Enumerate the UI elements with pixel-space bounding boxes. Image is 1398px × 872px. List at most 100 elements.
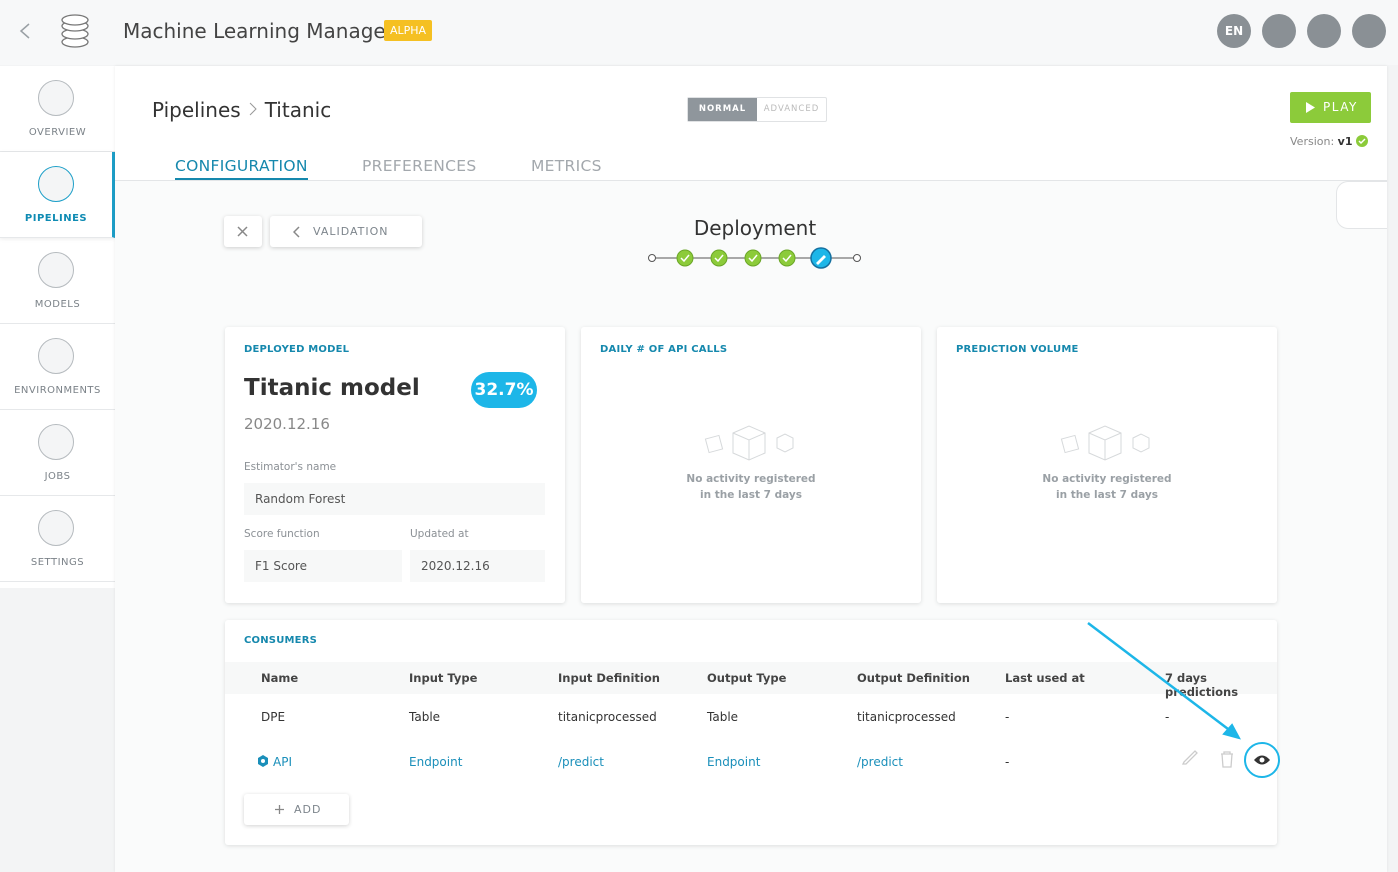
sidebar-icon: [38, 424, 74, 460]
alpha-badge: ALPHA: [384, 20, 433, 41]
power-button[interactable]: [1352, 14, 1386, 48]
step-title: Deployment: [693, 216, 817, 240]
play-button[interactable]: PLAY: [1290, 92, 1371, 123]
table-cell: titanicprocessed: [558, 710, 657, 724]
field-label: Updated at: [410, 528, 469, 540]
field-value: F1 Score: [244, 550, 402, 582]
tab[interactable]: PREFERENCES: [362, 157, 477, 175]
tools-button[interactable]: [1262, 14, 1296, 48]
card-heading: PREDICTION VOLUME: [956, 344, 1079, 355]
sidebar-item[interactable]: JOBS: [0, 410, 115, 496]
sidebar-icon: [38, 80, 74, 116]
app-icon: [61, 14, 89, 48]
page-header: Pipelines Titanic NORMAL ADVANCED PLAY Ve…: [115, 66, 1387, 181]
table-cell: -: [1005, 755, 1010, 769]
empty-line: No activity registered: [1042, 473, 1172, 485]
add-button[interactable]: ADD: [244, 794, 349, 825]
sidebar-item[interactable]: SETTINGS: [0, 496, 115, 582]
layers-button[interactable]: [1336, 181, 1387, 229]
empty-line: No activity registered: [686, 473, 816, 485]
empty-icon: [704, 425, 794, 461]
sidebar-label: OVERVIEW: [28, 127, 87, 138]
sidebar-icon: [38, 510, 74, 546]
version-value: v1: [1337, 135, 1353, 148]
table-cell: -: [1165, 710, 1170, 724]
field-value: 2020.12.16: [410, 550, 545, 582]
table-cell: API: [253, 755, 292, 769]
table-cell: Table: [707, 710, 739, 724]
tab[interactable]: METRICS: [531, 157, 602, 175]
stepper: [648, 247, 861, 269]
sidebar-item[interactable]: ENVIRONMENTS: [0, 324, 115, 410]
field-label: Score function: [244, 528, 320, 540]
edit-icon[interactable]: [1180, 746, 1200, 766]
column-header: Name: [261, 671, 299, 685]
sidebar-label: JOBS: [44, 471, 71, 482]
close-button[interactable]: [224, 216, 262, 247]
sidebar-label: ENVIRONMENTS: [14, 385, 101, 396]
empty-line: in the last 7 days: [700, 489, 802, 501]
column-header: 7 days predictions: [1165, 671, 1239, 699]
annotation-arrow: [1087, 622, 1241, 740]
field-label: Estimator's name: [244, 461, 337, 473]
card-heading: DEPLOYED MODEL: [244, 344, 350, 355]
app-title: Machine Learning Manager: [123, 19, 394, 43]
table-header-row: [225, 662, 1277, 694]
empty-line: in the last 7 days: [1056, 489, 1158, 501]
back-button[interactable]: VALIDATION: [270, 216, 422, 247]
sidebar-item[interactable]: PIPELINES: [0, 152, 115, 238]
prediction-volume-card: PREDICTION VOLUME No activity registered…: [937, 327, 1277, 603]
table-cell: -: [1005, 710, 1010, 724]
sidebar-label: MODELS: [34, 299, 81, 310]
column-header: Output Definition: [857, 671, 970, 685]
empty-message: No activity registered in the last 7 days: [581, 471, 921, 503]
add-label: ADD: [294, 803, 322, 816]
consumers-card: CONSUMERS ADD Name Input Type Input Defini…: [225, 620, 1280, 845]
table-cell: Table: [409, 710, 441, 724]
field-value: Random Forest: [244, 483, 545, 515]
version-label: Version:: [1290, 135, 1335, 148]
sidebar-item[interactable]: MODELS: [0, 238, 115, 324]
tab[interactable]: CONFIGURATION: [175, 157, 308, 180]
breadcrumb-sep: [249, 102, 257, 116]
play-label: PLAY: [1323, 100, 1358, 114]
view-button[interactable]: [1244, 742, 1280, 778]
breadcrumb: Pipelines Titanic: [152, 98, 331, 122]
column-header: Input Definition: [558, 671, 660, 685]
sidebar-icon: [38, 252, 74, 288]
mode-normal[interactable]: NORMAL: [688, 98, 757, 121]
card-heading: DAILY # OF API CALLS: [600, 344, 728, 355]
empty-message: No activity registered in the last 7 days: [937, 471, 1277, 503]
breadcrumb-item[interactable]: Pipelines: [152, 98, 241, 122]
sidebar-icon: [38, 166, 74, 202]
model-score: 32.7%: [471, 372, 537, 408]
deployed-model-card: DEPLOYED MODEL Titanic model 32.7% 2020.…: [225, 327, 565, 603]
delete-icon[interactable]: [1219, 750, 1235, 768]
column-header: Output Type: [707, 671, 787, 685]
model-name: Titanic model: [244, 375, 420, 401]
sidebar-label: PIPELINES: [24, 213, 88, 224]
header: Machine Learning Manager ALPHA EN: [0, 0, 1398, 65]
back-icon[interactable]: [18, 22, 32, 40]
mode-toggle: NORMAL ADVANCED: [687, 97, 827, 122]
table-cell[interactable]: /predict: [857, 755, 903, 769]
table-cell[interactable]: Endpoint: [409, 755, 463, 769]
table-cell[interactable]: /predict: [558, 755, 604, 769]
api-calls-card: DAILY # OF API CALLS No activity registe…: [581, 327, 921, 603]
table-cell: DPE: [261, 710, 286, 724]
sidebar-item[interactable]: OVERVIEW: [0, 66, 115, 152]
language-button[interactable]: EN: [1217, 14, 1251, 48]
model-date: 2020.12.16: [244, 415, 330, 433]
column-header: Last used at: [1005, 671, 1085, 685]
sidebar: OVERVIEW PIPELINES MODELS ENVIRONMENTS JOBS S…: [0, 66, 115, 588]
card-heading: CONSUMERS: [244, 635, 318, 646]
sidebar-icon: [38, 338, 74, 374]
table-cell[interactable]: Endpoint: [707, 755, 761, 769]
mode-advanced[interactable]: ADVANCED: [763, 104, 820, 114]
version: Version: v1: [1290, 135, 1368, 148]
sidebar-label: SETTINGS: [30, 557, 85, 568]
back-label: VALIDATION: [313, 225, 389, 238]
table-cell: titanicprocessed: [857, 710, 956, 724]
help-button[interactable]: [1307, 14, 1341, 48]
